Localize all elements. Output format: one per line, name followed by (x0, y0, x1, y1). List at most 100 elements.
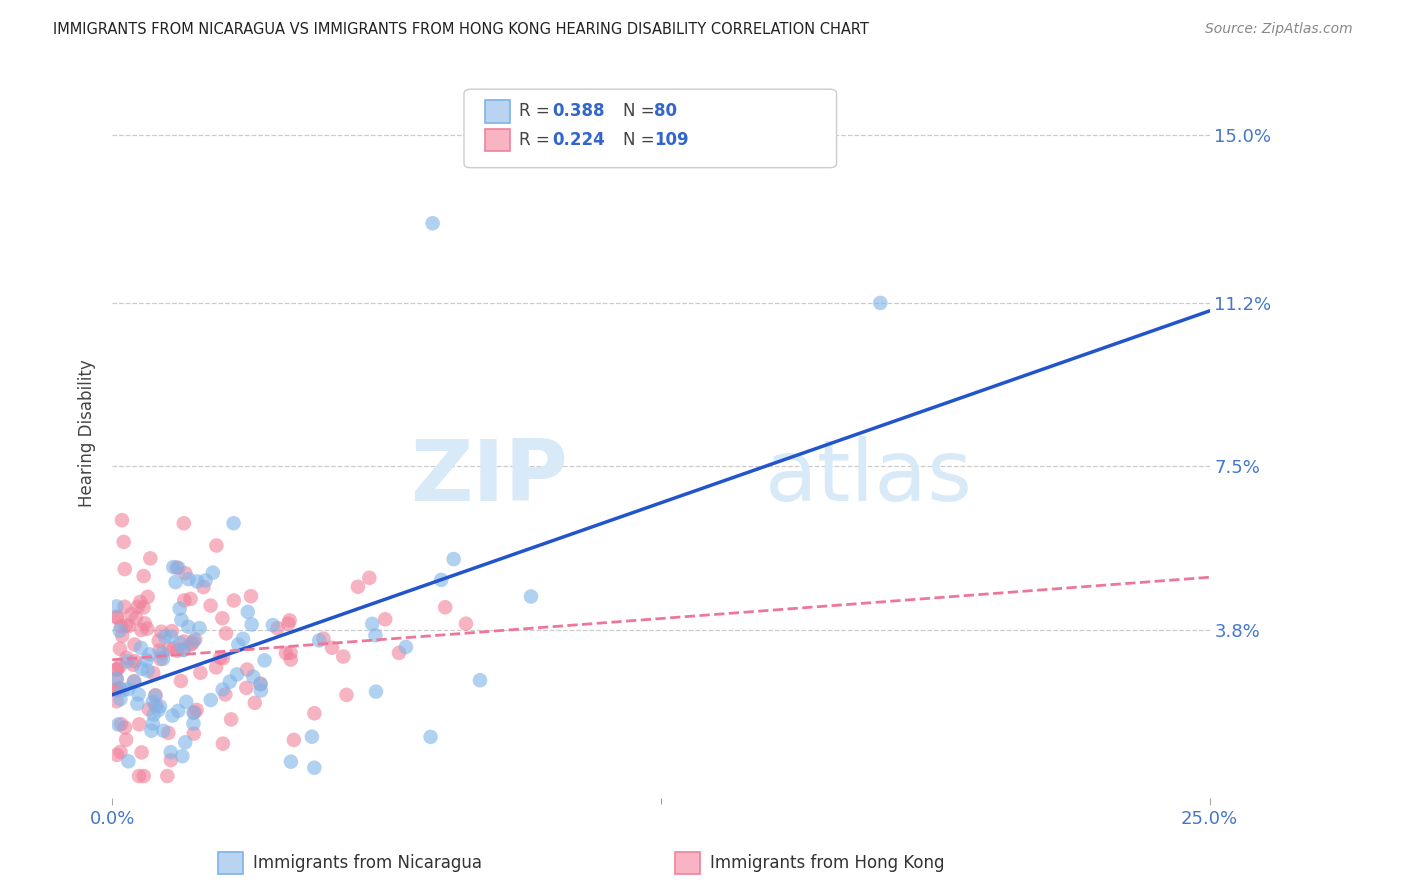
Point (114, 562, 136, 576)
Point (117, 654, 139, 668)
Point (136, 664, 159, 678)
Point (205, 539, 228, 553)
Point (105, 682, 128, 697)
Point (167, 704, 190, 718)
Point (361, 616, 384, 631)
Point (222, 516, 245, 531)
Point (454, 616, 477, 631)
Point (359, 571, 381, 585)
Point (122, 674, 145, 689)
Point (249, 676, 271, 690)
Point (128, 769, 150, 783)
Point (136, 590, 159, 604)
Text: 0.224: 0.224 (553, 131, 606, 149)
Point (186, 703, 208, 717)
Point (332, 649, 354, 664)
Point (105, 694, 128, 708)
Point (131, 662, 153, 676)
Point (131, 746, 153, 760)
Point (190, 665, 212, 680)
Point (262, 618, 284, 632)
Text: IMMIGRANTS FROM NICARAGUA VS IMMIGRANTS FROM HONG KONG HEARING DISABILITY CORREL: IMMIGRANTS FROM NICARAGUA VS IMMIGRANTS … (53, 22, 869, 37)
Point (304, 706, 326, 721)
Point (120, 607, 142, 622)
Point (169, 601, 191, 615)
Point (150, 624, 173, 639)
Point (443, 552, 465, 566)
Point (280, 646, 302, 660)
Point (152, 723, 174, 738)
Point (157, 726, 180, 740)
Point (219, 712, 242, 726)
Point (124, 654, 146, 668)
Point (335, 688, 357, 702)
Point (364, 628, 387, 642)
Point (212, 737, 235, 751)
Point (280, 755, 302, 769)
Point (128, 687, 150, 701)
Point (105, 662, 128, 676)
Point (105, 672, 128, 686)
Point (143, 689, 166, 703)
Point (160, 629, 183, 643)
Text: 80: 80 (654, 103, 676, 120)
Point (160, 624, 183, 638)
Point (105, 599, 128, 614)
Point (186, 574, 208, 589)
Point (249, 677, 271, 691)
Point (280, 652, 302, 666)
Point (520, 590, 543, 604)
Point (434, 600, 457, 615)
Point (274, 646, 297, 660)
Point (235, 681, 257, 695)
Point (211, 682, 233, 697)
Point (253, 653, 276, 667)
Point (242, 670, 264, 684)
Point (430, 573, 453, 587)
Text: N =: N = (623, 103, 659, 120)
Text: Source: ZipAtlas.com: Source: ZipAtlas.com (1205, 22, 1353, 37)
Text: atlas: atlas (765, 435, 973, 518)
Point (170, 673, 193, 688)
Point (157, 642, 180, 657)
Point (108, 624, 131, 638)
Point (149, 652, 172, 666)
Point (108, 641, 131, 656)
Point (174, 695, 197, 709)
Point (181, 636, 204, 650)
Point (304, 761, 326, 775)
Point (211, 611, 233, 625)
Point (111, 513, 134, 527)
Point (200, 693, 222, 707)
Point (138, 648, 160, 662)
Point (201, 566, 224, 580)
Point (183, 706, 205, 720)
Text: Immigrants from Nicaragua: Immigrants from Nicaragua (253, 854, 482, 871)
Point (159, 745, 181, 759)
Point (132, 769, 155, 783)
Point (183, 706, 205, 720)
Point (129, 595, 152, 609)
Point (115, 650, 138, 665)
Point (129, 640, 152, 655)
Point (105, 610, 128, 624)
Point (111, 683, 134, 698)
Point (312, 632, 335, 646)
Point (105, 609, 128, 624)
Point (115, 732, 138, 747)
Point (226, 638, 249, 652)
Point (139, 551, 162, 566)
Point (145, 688, 167, 702)
Point (138, 702, 160, 716)
Point (395, 640, 418, 654)
Point (125, 611, 148, 625)
Point (149, 699, 172, 714)
Point (111, 629, 134, 643)
Point (105, 663, 128, 677)
Point (110, 619, 132, 633)
Point (240, 617, 263, 632)
Point (148, 633, 170, 648)
Point (156, 769, 179, 783)
Point (212, 651, 235, 665)
Point (110, 692, 132, 706)
